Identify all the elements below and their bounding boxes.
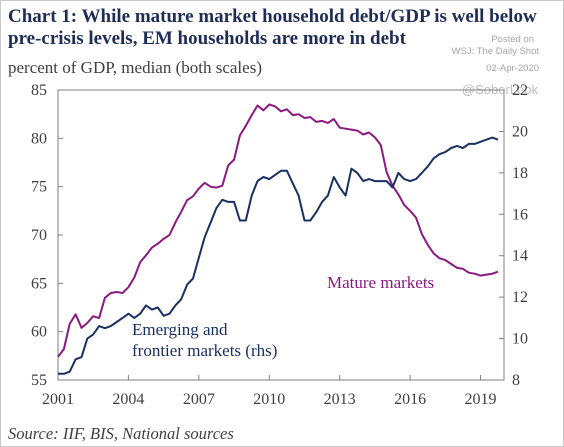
y-left-tick-label: 85	[31, 82, 47, 99]
y-right-tick-label: 10	[512, 331, 528, 348]
y-right-tick-label: 14	[512, 248, 528, 265]
source-note: Source: IIF, BIS, National sources	[8, 424, 234, 443]
y-right-tick-label: 20	[512, 123, 528, 140]
y-right-tick-label: 8	[512, 372, 520, 389]
y-right-tick-label: 22	[512, 82, 528, 99]
y-right-tick-label: 12	[512, 289, 528, 306]
chart-labels: Mature markets Emerging and frontier marke…	[132, 273, 434, 360]
x-tick-label: 2007	[183, 391, 215, 408]
chart-title: Chart 1: While mature market household d…	[8, 6, 537, 49]
y-right-tick-label: 16	[512, 206, 528, 223]
annotation-emerging-markets-line1: Emerging and	[132, 320, 228, 339]
series-line-emerging-and-frontier-markets-rhs	[58, 136, 499, 375]
annotation-mature-markets: Mature markets	[327, 273, 434, 292]
y-left-tick-label: 75	[31, 179, 47, 196]
x-tick-label: 2019	[465, 391, 497, 408]
y-left-tick-label: 70	[31, 227, 47, 244]
series-line-mature-markets	[57, 103, 499, 358]
y-right-tick-label: 18	[512, 165, 528, 182]
watermark-date: 02-Apr-2020	[486, 63, 539, 74]
chart-axes: 55 60 65 70 75 80 85 8 10 12 14 16 18 20 22 2001 2004 200…	[31, 82, 528, 408]
watermark-label: Posted on	[491, 34, 534, 45]
y-left-tick-label: 65	[31, 275, 47, 292]
x-tick-label: 2004	[112, 391, 144, 408]
plot-frame	[57, 89, 505, 381]
y-left-tick-label: 60	[31, 324, 47, 341]
y-left-tick-label: 80	[31, 130, 47, 147]
x-tick-label: 2013	[324, 391, 356, 408]
x-tick-label: 2010	[253, 391, 285, 408]
x-tick-label: 2001	[42, 391, 74, 408]
chart-series	[57, 103, 499, 375]
y-left-tick-label: 55	[31, 372, 47, 389]
annotation-emerging-markets-line2: frontier markets (rhs)	[132, 341, 277, 360]
x-tick-label: 2016	[394, 391, 426, 408]
y-axis-label: percent of GDP, median (both scales)	[8, 58, 262, 77]
watermark-source: WSJ: The Daily Shot	[451, 46, 539, 57]
